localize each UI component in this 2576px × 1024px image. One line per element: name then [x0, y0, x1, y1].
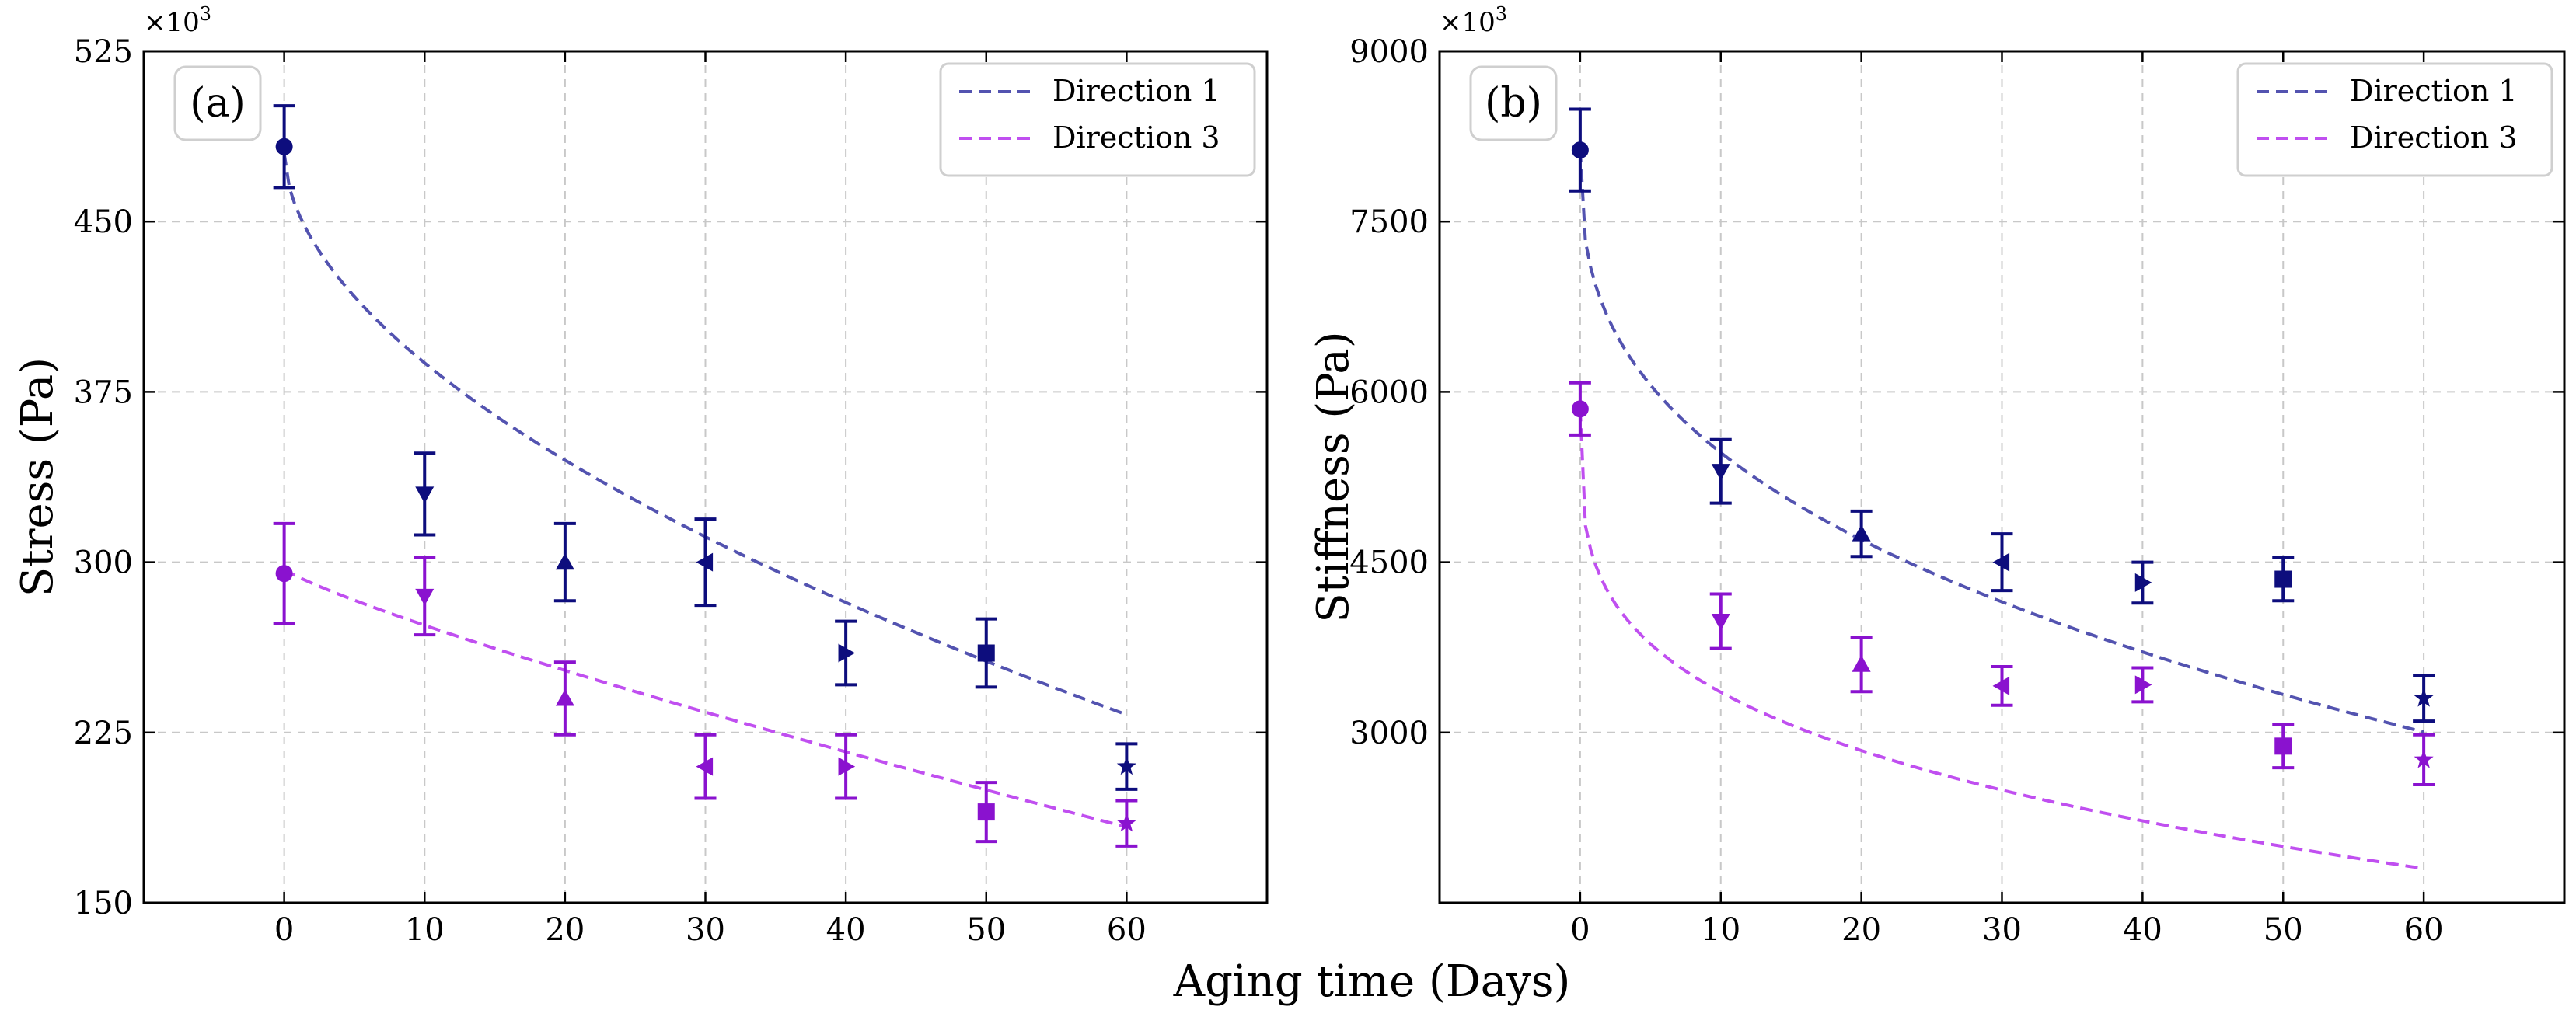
data-point [555, 688, 574, 706]
y-tick-label: 150 [74, 886, 133, 921]
y-tick-label: 9000 [1349, 34, 1429, 70]
data-point [275, 138, 293, 155]
y-tick-label: 450 [74, 204, 133, 240]
x-tick-label: 40 [826, 912, 866, 948]
data-point [2414, 749, 2434, 768]
data-point [1116, 756, 1136, 775]
data-point [1992, 552, 2010, 572]
plot-frame [142, 50, 1269, 904]
x-tick-label: 60 [1107, 912, 1147, 948]
x-tick-label: 20 [545, 912, 585, 948]
x-tick-label: 40 [2123, 912, 2162, 948]
data-point [977, 803, 995, 821]
data-point [275, 565, 293, 583]
data-point [696, 757, 714, 776]
x-tick-label: 60 [2404, 912, 2444, 948]
x-tick-label: 50 [2264, 912, 2303, 948]
y-axis-title: Stress (Pa) [12, 357, 63, 597]
data-point [415, 486, 435, 503]
y-tick-label: 375 [74, 374, 133, 410]
fit-curve-series-1 [1578, 150, 2424, 734]
data-point [1571, 400, 1589, 418]
x-tick-label: 0 [1570, 912, 1590, 948]
x-tick-label: 30 [1982, 912, 2022, 948]
x-tick-label: 20 [1841, 912, 1881, 948]
y-tick-label: 3000 [1349, 716, 1429, 751]
y-multiplier-label: ×103 [144, 3, 211, 38]
y-tick-label: 6000 [1349, 374, 1429, 410]
y-multiplier-exponent: 3 [1496, 3, 1507, 25]
data-point [1852, 524, 1871, 542]
data-point [977, 644, 995, 662]
data-point [1116, 813, 1136, 832]
data-point [2134, 573, 2152, 592]
y-axis-title: Stiffness (Pa) [1308, 331, 1359, 622]
stress-panel: 0 10 20 30 40 50 60 150 225 300 375 450 525 ×103 Stres… [12, 3, 1269, 948]
panel-label: (b) [1485, 80, 1542, 127]
y-tick-label: 7500 [1349, 204, 1429, 240]
y-tick-label: 300 [74, 545, 133, 581]
data-point [2274, 737, 2292, 755]
y-tick-label: 525 [74, 34, 133, 70]
stiffness-panel: 0 10 20 30 40 50 60 3000 4500 6000 7500 9000 ×103 Sti… [1308, 3, 2566, 948]
y-multiplier-exponent: 3 [200, 3, 211, 25]
data-point [2414, 688, 2434, 707]
panel-label-box [1469, 65, 1558, 141]
panel-label: (a) [190, 80, 246, 127]
x-tick-label: 50 [966, 912, 1006, 948]
fit-curve-series-2 [1578, 409, 2424, 870]
x-tick-label: 10 [1701, 912, 1740, 948]
data-point [2134, 675, 2152, 695]
data-point [1992, 676, 2010, 695]
y-multiplier-label: ×103 [1440, 3, 1507, 38]
legend-label: Direction 3 [1052, 120, 1220, 155]
data-point [838, 643, 856, 663]
y-multiplier-base: ×10 [144, 7, 200, 38]
data-point [415, 588, 435, 606]
data-point [1571, 141, 1589, 159]
y-multiplier-base: ×10 [1440, 7, 1496, 38]
legend-label: Direction 1 [1052, 74, 1220, 108]
data-point [555, 552, 574, 570]
data-point [1711, 613, 1730, 631]
data-point [1852, 655, 1871, 672]
y-tick-label: 225 [74, 716, 133, 751]
panel-label-box [173, 65, 262, 141]
y-tick-label: 4500 [1349, 545, 1429, 581]
x-tick-label: 30 [686, 912, 725, 948]
x-tick-label: 10 [405, 912, 445, 948]
legend-label: Direction 1 [2350, 74, 2518, 108]
plot-frame [1438, 50, 2566, 904]
x-axis-title: Aging time (Days) [1173, 956, 1571, 1007]
data-point [2274, 570, 2292, 588]
x-tick-label: 0 [274, 912, 294, 948]
data-point [838, 757, 856, 776]
legend-label: Direction 3 [2350, 120, 2518, 155]
data-point [696, 552, 714, 572]
data-point [1711, 464, 1730, 481]
